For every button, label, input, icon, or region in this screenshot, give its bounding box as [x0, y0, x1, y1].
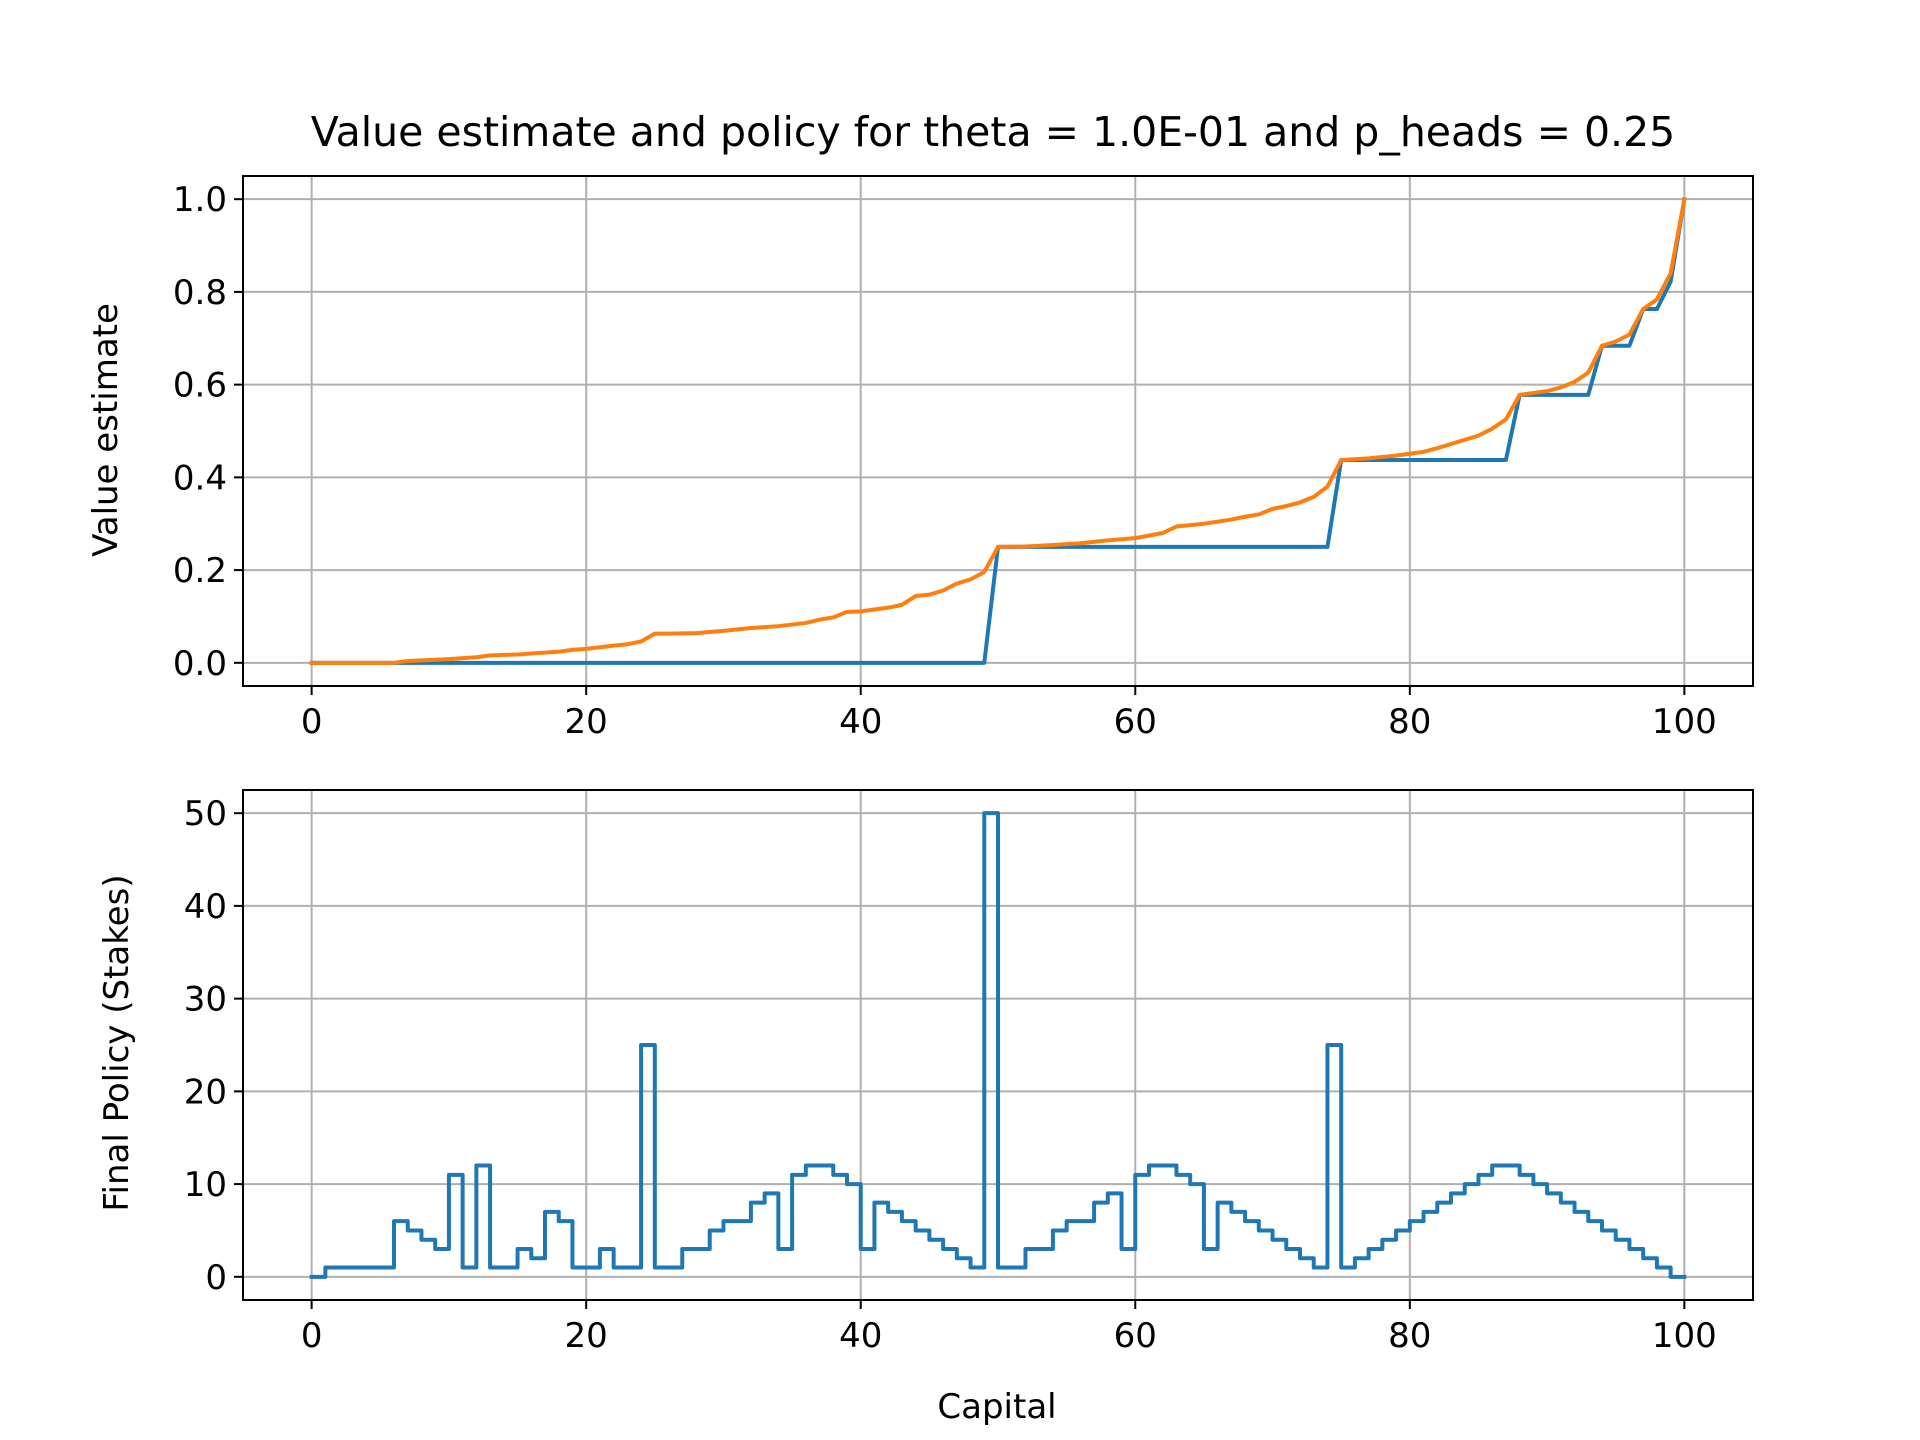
- final-policy-panel: 0 20 40 60 80 100 0 10 20 30 40 50 Final Policy (St…: [97, 789, 1754, 1427]
- chart-title: Value estimate and policy for theta = 1.…: [311, 108, 1676, 156]
- value-estimate-x-tick-label: 80: [1388, 702, 1431, 742]
- value-estimate-x-tick-label: 40: [839, 702, 882, 742]
- final-policy-x-tick-label: 60: [1114, 1316, 1157, 1356]
- value-estimate-axes-border: [242, 175, 1754, 687]
- final-policy-series: [309, 811, 1687, 1279]
- value-estimate-y-tick-label: 0.8: [173, 273, 227, 313]
- final-policy-series-0-line: [309, 811, 1687, 1279]
- final-policy-y-tick-label: 30: [184, 980, 227, 1020]
- final-policy-x-tick-label: 20: [565, 1316, 608, 1356]
- value-estimate-y-label: Value estimate: [86, 303, 126, 557]
- value-estimate-x-tick-label: 0: [301, 702, 323, 742]
- value-estimate-x-tick-label: 60: [1114, 702, 1157, 742]
- final-policy-y-tick-label: 0: [205, 1258, 227, 1298]
- final-policy-x-tick-label: 100: [1652, 1316, 1717, 1356]
- value-estimate-x-tick-label: 20: [565, 702, 608, 742]
- value-estimate-x-tick-label: 100: [1652, 702, 1717, 742]
- final-policy-x-tick-label: 0: [301, 1316, 323, 1356]
- value-estimate-axes-frame: [242, 175, 1754, 687]
- value-estimate-y-tick-label: 1.0: [173, 180, 227, 220]
- final-policy-ticks: 0 20 40 60 80 100 0 10 20 30 40 50: [184, 794, 1717, 1356]
- value-estimate-ticks: 0 20 40 60 80 100 0.0 0.2 0.4 0.6 0.8 1.0: [173, 180, 1717, 742]
- final-policy-y-tick-label: 20: [184, 1072, 227, 1112]
- final-policy-x-tick-label: 80: [1388, 1316, 1431, 1356]
- value-estimate-panel: 0 20 40 60 80 100 0.0 0.2 0.4 0.6 0.8 1.0 Value est…: [86, 175, 1754, 742]
- value-estimate-series: [309, 196, 1687, 665]
- value-estimate-series-1-line: [309, 196, 1687, 665]
- value-estimate-y-tick-label: 0.2: [173, 551, 227, 591]
- final-policy-x-tick-label: 40: [839, 1316, 882, 1356]
- value-estimate-y-tick-label: 0.6: [173, 366, 227, 406]
- final-policy-axes-frame: [242, 789, 1754, 1301]
- final-policy-y-tick-label: 40: [184, 887, 227, 927]
- final-policy-y-label: Final Policy (Stakes): [97, 874, 137, 1211]
- value-estimate-y-tick-label: 0.4: [173, 458, 227, 498]
- final-policy-axes-border: [242, 789, 1754, 1301]
- final-policy-y-tick-label: 10: [184, 1165, 227, 1205]
- value-estimate-y-tick-label: 0.0: [173, 644, 227, 684]
- final-policy-y-tick-label: 50: [184, 794, 227, 834]
- final-policy-x-label: Capital: [937, 1387, 1056, 1427]
